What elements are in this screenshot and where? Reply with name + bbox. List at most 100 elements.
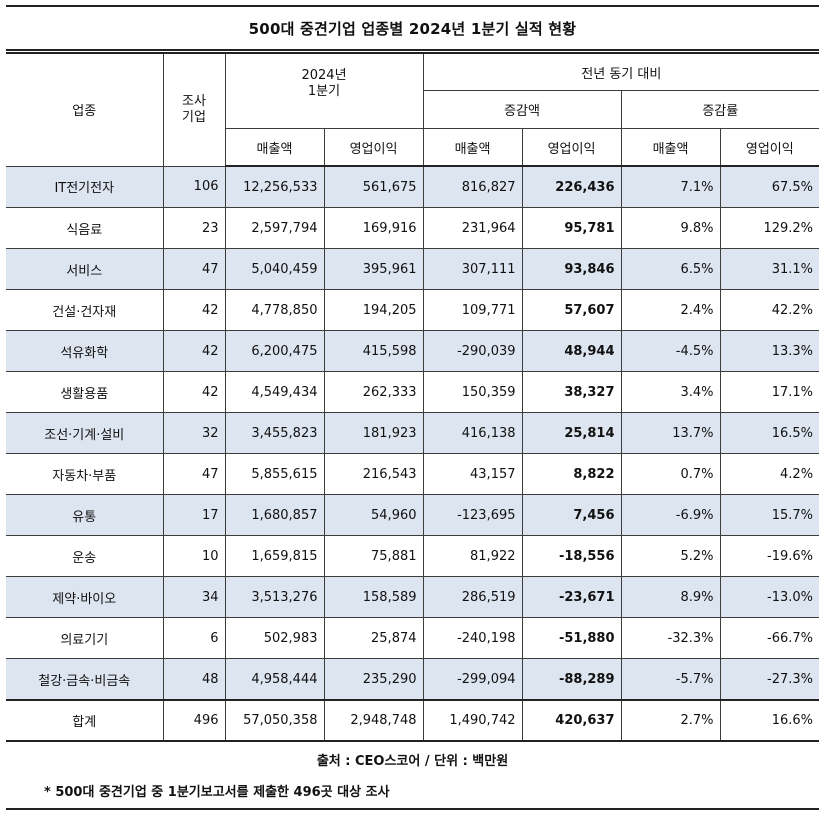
cell-sales-change: -240,198 xyxy=(422,617,523,659)
cell-op-rate: 67.5% xyxy=(719,165,820,208)
cell-sales-rate: 6.5% xyxy=(620,248,721,290)
table-row: 석유화학 42 6,200,475 415,598 -290,039 48,944 -4.5… xyxy=(6,330,820,372)
title-bar: 500대 중견기업 업종별 2024년 1분기 실적 현황 xyxy=(6,5,819,51)
header-sales: 매출액 xyxy=(225,128,325,167)
cell-op-rate: -19.6% xyxy=(719,535,820,577)
cell-op-rate: 31.1% xyxy=(719,248,820,290)
header-period: 2024년 1분기 xyxy=(224,52,424,129)
table-row: 식음료 23 2,597,794 169,916 231,964 95,781 9.8% 12… xyxy=(6,207,820,249)
cell-companies: 10 xyxy=(162,535,226,577)
cell-industry: IT전기전자 xyxy=(6,165,164,208)
cell-op-profit: 262,333 xyxy=(323,371,424,413)
cell-industry: 운송 xyxy=(6,535,164,577)
cell-op-profit: 194,205 xyxy=(323,289,424,331)
cell-companies: 17 xyxy=(162,494,226,536)
header-row-2: 증감액 증감률 xyxy=(6,90,820,129)
cell-op-rate: 17.1% xyxy=(719,371,820,413)
cell-op-change: 7,456 xyxy=(521,494,622,536)
cell-sales: 4,958,444 xyxy=(224,658,325,701)
cell-sales-change: 109,771 xyxy=(422,289,523,331)
cell-industry: 자동차·부품 xyxy=(6,453,164,495)
cell-sales-rate: 13.7% xyxy=(620,412,721,454)
cell-op-profit: 216,543 xyxy=(323,453,424,495)
cell-sales-rate: -32.3% xyxy=(620,617,721,659)
cell-industry: 서비스 xyxy=(6,248,164,290)
cell-op-rate: 4.2% xyxy=(719,453,820,495)
cell-companies: 42 xyxy=(162,371,226,413)
cell-op-change: 93,846 xyxy=(521,248,622,290)
header-row-3: 매출액 영업이익 매출액 영업이익 매출액 영업이익 xyxy=(6,128,820,167)
cell-op-profit: 54,960 xyxy=(323,494,424,536)
cell-companies: 47 xyxy=(162,248,226,290)
cell-op-change: 38,327 xyxy=(521,371,622,413)
bottom-rule xyxy=(6,808,819,810)
total-row: 합계 496 57,050,358 2,948,748 1,490,742 420,637… xyxy=(6,699,820,742)
cell-sales-change: 816,827 xyxy=(422,165,523,208)
cell-industry: 생활용품 xyxy=(6,371,164,413)
cell-op-change: 57,607 xyxy=(521,289,622,331)
cell-sales-rate: -4.5% xyxy=(620,330,721,372)
cell-sales-rate: 0.7% xyxy=(620,453,721,495)
footnote: * 500대 중견기업 중 1분기보고서를 제출한 496곳 대상 조사 xyxy=(44,785,390,800)
cell-op-profit: 75,881 xyxy=(323,535,424,577)
cell-op-rate: -13.0% xyxy=(719,576,820,618)
cell-sales: 12,256,533 xyxy=(224,165,325,208)
cell-industry: 철강·금속·비금속 xyxy=(6,658,164,701)
cell-op-change: -51,880 xyxy=(521,617,622,659)
cell-sales-change: -123,695 xyxy=(422,494,523,536)
table-row: 운송 10 1,659,815 75,881 81,922 -18,556 5.2% -19.… xyxy=(6,535,820,577)
cell-sales-change: 307,111 xyxy=(422,248,523,290)
cell-op-change: 25,814 xyxy=(521,412,622,454)
cell-industry: 식음료 xyxy=(6,207,164,249)
cell-op-rate: 129.2% xyxy=(719,207,820,249)
page-title: 500대 중견기업 업종별 2024년 1분기 실적 현황 xyxy=(248,19,577,38)
cell-op-change: 48,944 xyxy=(521,330,622,372)
cell-op-change: -18,556 xyxy=(521,535,622,577)
header-survey-companies: 조사 기업 xyxy=(162,52,226,167)
table-row: 의료기기 6 502,983 25,874 -240,198 -51,880 -32.3% -… xyxy=(6,617,820,659)
cell-industry: 유통 xyxy=(6,494,164,536)
total-cell-op-profit: 2,948,748 xyxy=(323,699,424,742)
cell-industry: 건설·건자재 xyxy=(6,289,164,331)
cell-sales: 1,659,815 xyxy=(224,535,325,577)
cell-op-rate: 42.2% xyxy=(719,289,820,331)
total-cell-sales: 57,050,358 xyxy=(224,699,325,742)
cell-sales-change: 416,138 xyxy=(422,412,523,454)
cell-op-profit: 158,589 xyxy=(323,576,424,618)
table-row: 유통 17 1,680,857 54,960 -123,695 7,456 -6.9% 15.… xyxy=(6,494,820,536)
table-row: IT전기전자 106 12,256,533 561,675 816,827 226,436… xyxy=(6,165,820,208)
cell-op-rate: -27.3% xyxy=(719,658,820,701)
cell-sales: 502,983 xyxy=(224,617,325,659)
header-industry: 업종 xyxy=(6,52,164,167)
cell-sales-change: 150,359 xyxy=(422,371,523,413)
cell-sales: 1,680,857 xyxy=(224,494,325,536)
cell-sales-change: 231,964 xyxy=(422,207,523,249)
total-cell-op-change: 420,637 xyxy=(521,699,622,742)
cell-sales-rate: 7.1% xyxy=(620,165,721,208)
cell-sales-change: 286,519 xyxy=(422,576,523,618)
cell-sales: 2,597,794 xyxy=(224,207,325,249)
total-cell-companies: 496 xyxy=(162,699,226,742)
cell-companies: 42 xyxy=(162,330,226,372)
cell-op-change: 8,822 xyxy=(521,453,622,495)
cell-sales-rate: 2.4% xyxy=(620,289,721,331)
cell-sales-rate: 3.4% xyxy=(620,371,721,413)
total-cell-industry: 합계 xyxy=(6,699,164,742)
cell-companies: 42 xyxy=(162,289,226,331)
table-row: 자동차·부품 47 5,855,615 216,543 43,157 8,822 0.7% 4… xyxy=(6,453,820,495)
header-sales-rate: 매출액 xyxy=(620,128,721,167)
cell-industry: 조선·기계·설비 xyxy=(6,412,164,454)
total-cell-sales-change: 1,490,742 xyxy=(422,699,523,742)
cell-op-profit: 181,923 xyxy=(323,412,424,454)
header-op-rate: 영업이익 xyxy=(719,128,820,167)
cell-industry: 제약·바이오 xyxy=(6,576,164,618)
cell-sales: 3,513,276 xyxy=(224,576,325,618)
cell-op-rate: -66.7% xyxy=(719,617,820,659)
total-cell-op-rate: 16.6% xyxy=(719,699,820,742)
table-row: 생활용품 42 4,549,434 262,333 150,359 38,327 3.4% 1… xyxy=(6,371,820,413)
cell-sales: 4,549,434 xyxy=(224,371,325,413)
table-row: 제약·바이오 34 3,513,276 158,589 286,519 -23,671 8.… xyxy=(6,576,820,618)
cell-companies: 47 xyxy=(162,453,226,495)
source-note: 출처 : CEO스코어 / 단위 : 백만원 xyxy=(316,754,509,769)
cell-op-rate: 15.7% xyxy=(719,494,820,536)
